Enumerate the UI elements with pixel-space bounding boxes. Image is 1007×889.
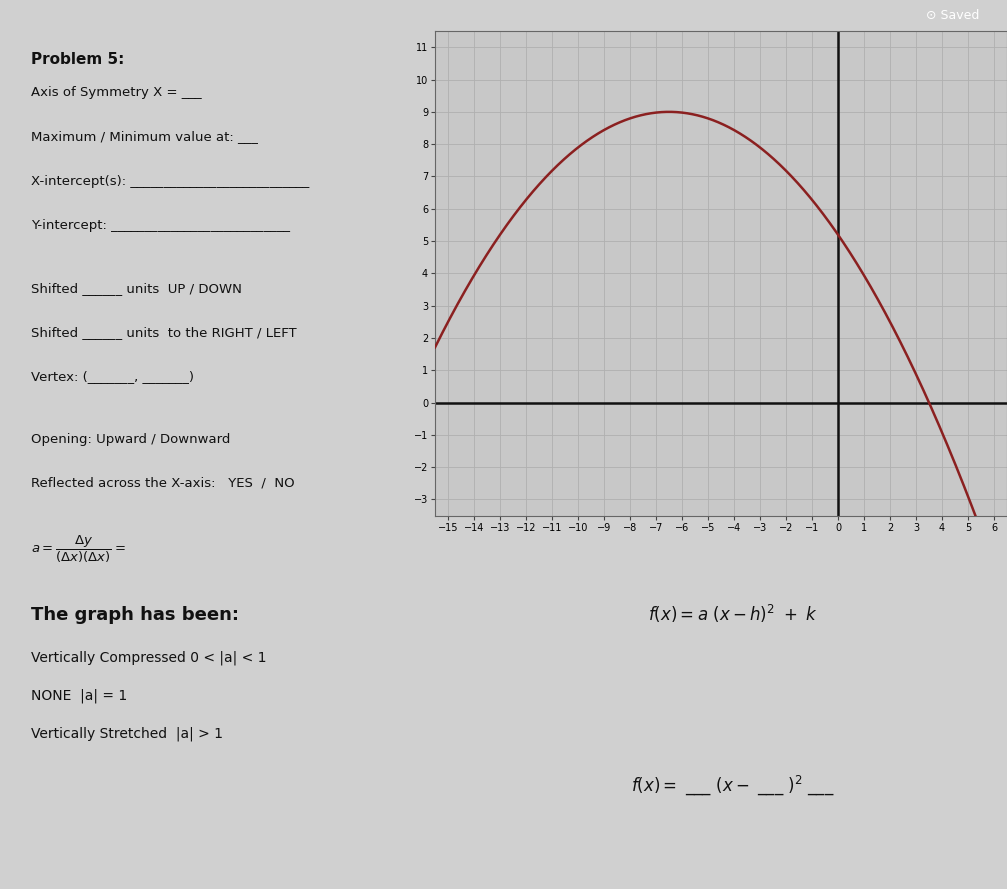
Text: Maximum / Minimum value at: ___: Maximum / Minimum value at: ___ <box>31 131 258 143</box>
Text: $a = \dfrac{\Delta y}{(\Delta x)(\Delta x)} =$: $a = \dfrac{\Delta y}{(\Delta x)(\Delta … <box>31 533 126 565</box>
Text: X-intercept(s): ___________________________: X-intercept(s): ________________________… <box>31 174 309 188</box>
Text: Reflected across the X-axis:   YES  /  NO: Reflected across the X-axis: YES / NO <box>31 477 295 490</box>
Text: Opening: Upward / Downward: Opening: Upward / Downward <box>31 433 231 445</box>
Text: Vertex: (_______, _______): Vertex: (_______, _______) <box>31 370 194 383</box>
Text: Y-intercept: ___________________________: Y-intercept: ___________________________ <box>31 219 290 232</box>
Text: Shifted ______ units  UP / DOWN: Shifted ______ units UP / DOWN <box>31 282 242 294</box>
Text: Axis of Symmetry X = ___: Axis of Symmetry X = ___ <box>31 86 201 100</box>
Text: The graph has been:: The graph has been: <box>31 606 239 624</box>
Text: $f(x) =$ ___ $(x -$ ___ $)^2$ ___: $f(x) =$ ___ $(x -$ ___ $)^2$ ___ <box>630 773 835 797</box>
Text: Problem 5:: Problem 5: <box>31 52 124 68</box>
Text: ⊙ Saved: ⊙ Saved <box>926 9 980 22</box>
Text: Shifted ______ units  to the RIGHT / LEFT: Shifted ______ units to the RIGHT / LEFT <box>31 325 297 339</box>
Text: NONE  |a| = 1: NONE |a| = 1 <box>31 688 127 702</box>
Text: Vertically Compressed 0 < |a| < 1: Vertically Compressed 0 < |a| < 1 <box>31 650 267 665</box>
Text: Vertically Stretched  |a| > 1: Vertically Stretched |a| > 1 <box>31 726 223 741</box>
Text: $f(x) = a\ (x - h)^2\ +\ k$: $f(x) = a\ (x - h)^2\ +\ k$ <box>648 603 818 625</box>
